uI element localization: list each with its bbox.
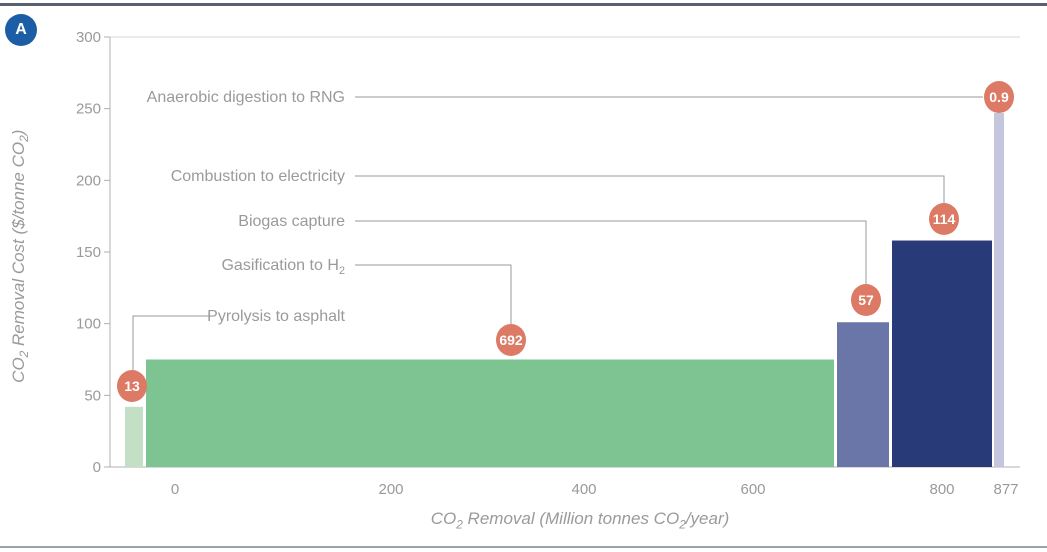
value-callout-circle — [984, 81, 1014, 113]
y-tick-label: 300 — [76, 29, 101, 46]
bar-1 — [125, 406, 143, 467]
value-callout-label: 13 — [124, 378, 140, 394]
value-callout-circle — [929, 203, 959, 235]
value-callout-circle — [496, 324, 526, 356]
series-label: Anaerobic digestion to RNG — [147, 89, 345, 106]
leader-line — [132, 315, 213, 370]
series-label: Combustion to electricity — [171, 168, 345, 185]
y-tick-label: 150 — [76, 244, 101, 261]
value-callout-circle — [117, 370, 147, 402]
leader-line — [355, 175, 945, 203]
leader-line — [355, 220, 867, 284]
y-tick-label: 0 — [93, 459, 101, 476]
bottom-border — [0, 546, 1047, 548]
value-callout-circle — [851, 284, 881, 316]
y-tick-label: 100 — [76, 316, 101, 333]
value-callout-label: 692 — [499, 332, 523, 348]
value-callout-label: 57 — [858, 292, 874, 308]
series-label: Pyrolysis to asphalt — [207, 308, 345, 325]
x-tick-label: 600 — [740, 481, 765, 498]
value-callout-label: 0.9 — [989, 89, 1009, 105]
bar-2 — [146, 359, 834, 467]
y-tick-label: 200 — [76, 172, 101, 189]
top-border — [0, 3, 1047, 6]
x-tick-label: 200 — [378, 481, 403, 498]
x-tick-label: 400 — [571, 481, 596, 498]
y-tick-label: 250 — [76, 101, 101, 118]
bar-5 — [994, 112, 1004, 467]
x-tick-label: 877 — [993, 481, 1018, 498]
x-axis-label: CO2 Removal (Million tonnes CO2/year) — [430, 509, 730, 532]
y-tick-label: 50 — [84, 387, 101, 404]
x-tick-label: 800 — [929, 481, 954, 498]
bar-3 — [837, 322, 889, 467]
series-label: Biogas capture — [238, 213, 345, 230]
value-callout-label: 114 — [933, 211, 956, 227]
bar-4 — [892, 240, 992, 467]
series-label: Gasification to H2 — [221, 257, 345, 277]
x-tick-label: 0 — [171, 481, 179, 498]
leader-line — [355, 264, 512, 324]
panel-label-badge: A — [5, 14, 37, 46]
